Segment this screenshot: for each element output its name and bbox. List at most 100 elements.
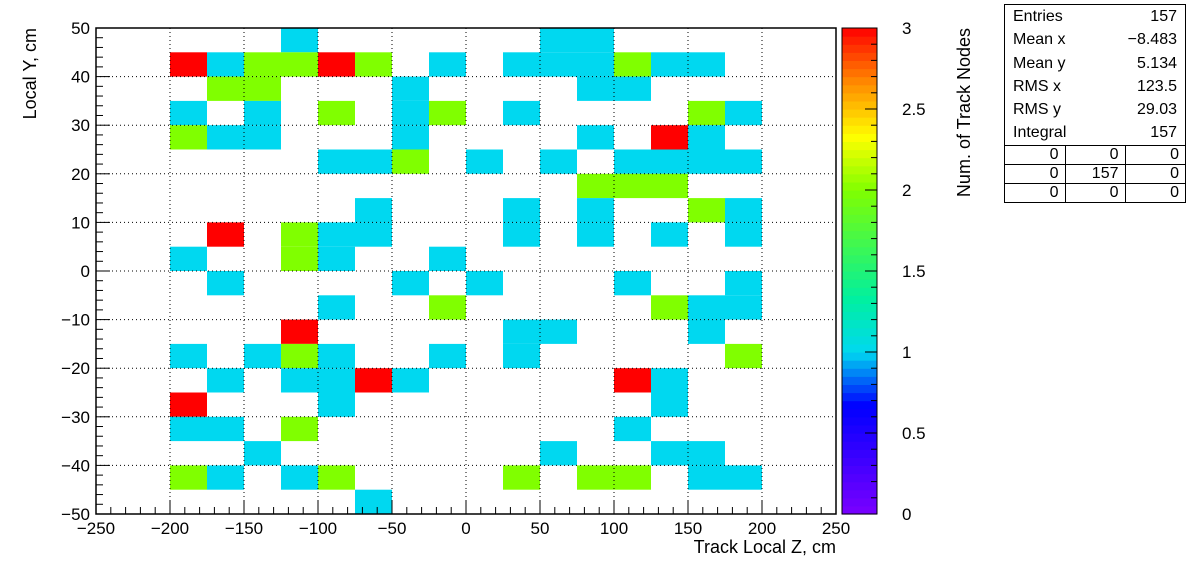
stats-grid-cell: 0 [1124,182,1185,202]
palette-swatch [842,497,877,507]
x-tick-label: 250 [822,519,850,538]
stats-grid-cell: 0 [1005,182,1065,202]
heatmap-bin [577,125,614,150]
z-tick-label: 1.5 [902,262,926,281]
palette-swatch [842,125,877,134]
palette-swatch [842,473,877,483]
palette-swatch [842,109,877,118]
palette-swatch [842,36,877,45]
stats-value: 157 [1150,124,1177,142]
palette-swatch [842,60,877,70]
heatmap-bin [725,465,762,490]
heatmap-bin [503,222,540,247]
x-tick-label: −150 [225,519,263,538]
heatmap-bin [688,198,725,223]
heatmap-bin [244,343,281,369]
palette-swatch [842,254,877,264]
heatmap-bin [614,76,651,101]
heatmap-bin [503,100,540,126]
heatmap-bin [503,465,540,490]
heatmap-bin [170,52,207,77]
heatmap-bin [392,125,429,150]
heatmap-bin [318,52,355,77]
stats-value: 29.03 [1136,101,1177,119]
heatmap-bin [503,52,540,77]
palette-swatch [842,287,877,296]
x-tick-label: 0 [461,519,470,538]
heatmap-bin [651,222,688,247]
heatmap-bin [281,368,318,393]
heatmap-bin [725,100,762,126]
heatmap-bin [540,52,577,77]
y-tick-label: 50 [71,19,90,38]
heatmap-bin [429,295,466,320]
palette-swatch [842,481,877,491]
y-tick-label: −50 [61,505,90,524]
heatmap-bin [540,319,577,344]
heatmap-bin [207,368,244,393]
heatmap-bin [170,125,207,150]
heatmap-bin [503,319,540,344]
palette-swatch [842,84,877,94]
palette-swatch [842,400,877,410]
heatmap-bin [170,343,207,369]
heatmap-bin [651,441,688,466]
y-tick-label: 0 [81,262,90,281]
stats-label: Entries [1013,8,1063,25]
heatmap-bin [318,246,355,271]
x-tick-label: 150 [674,519,702,538]
z-tick-label: 0.5 [902,424,926,443]
heatmap-bin [281,319,318,344]
heatmap-bin [725,271,762,296]
heatmap-bin [577,198,614,223]
heatmap-bin [392,76,429,101]
heatmap-bin [170,416,207,442]
x-tick-label: −50 [378,519,407,538]
heatmap-bin [355,368,392,393]
x-tick-label: −250 [77,519,115,538]
palette-swatch [842,465,877,475]
heatmap-bin [429,52,466,77]
stats-grid-cell: 0 [1005,163,1065,184]
x-axis-label: Track Local Z, cm [694,537,836,557]
heatmap-bin [244,441,281,466]
stats-box: Entries 157 Mean x −8.483 Mean y 5.134 RMS x 12… [1004,4,1186,203]
stats-row: Entries 157 [1005,5,1185,28]
heatmap-bin [614,52,651,77]
stats-value: 157 [1150,8,1177,25]
heatmap-bin [651,149,688,174]
heatmap-bin [688,52,725,77]
y-tick-label: −40 [61,456,90,475]
heatmap-bin [244,76,281,101]
heatmap-bin [392,100,429,126]
stats-label: RMS y [1013,101,1061,119]
y-tick-label: 20 [71,165,90,184]
heatmap-bin [318,295,355,320]
z-tick-label: 2.5 [902,100,926,119]
palette-swatch [842,343,877,353]
heatmap-bin [614,271,651,296]
palette-swatch [842,206,877,215]
heatmap-bin [355,489,392,514]
palette-swatch [842,416,877,426]
y-tick-label: 40 [71,68,90,87]
palette-swatch [842,214,877,223]
heatmap-bin [170,100,207,126]
stats-row: Mean y 5.134 [1005,52,1185,75]
heatmap-bin [651,125,688,150]
palette-swatch [842,376,877,385]
stats-grid-cell: 157 [1064,163,1125,184]
z-tick-label: 3 [902,19,911,38]
palette-swatch [842,173,877,183]
heatmap-bin [392,149,429,174]
heatmap-bin [540,441,577,466]
palette-swatch [842,28,877,37]
heatmap-bin [207,465,244,490]
heatmap-bin [651,173,688,199]
palette-swatch [842,246,877,256]
heatmap-bin [170,465,207,490]
heatmap-bin [207,416,244,442]
heatmap-bin [207,271,244,296]
heatmap-bin [244,125,281,150]
